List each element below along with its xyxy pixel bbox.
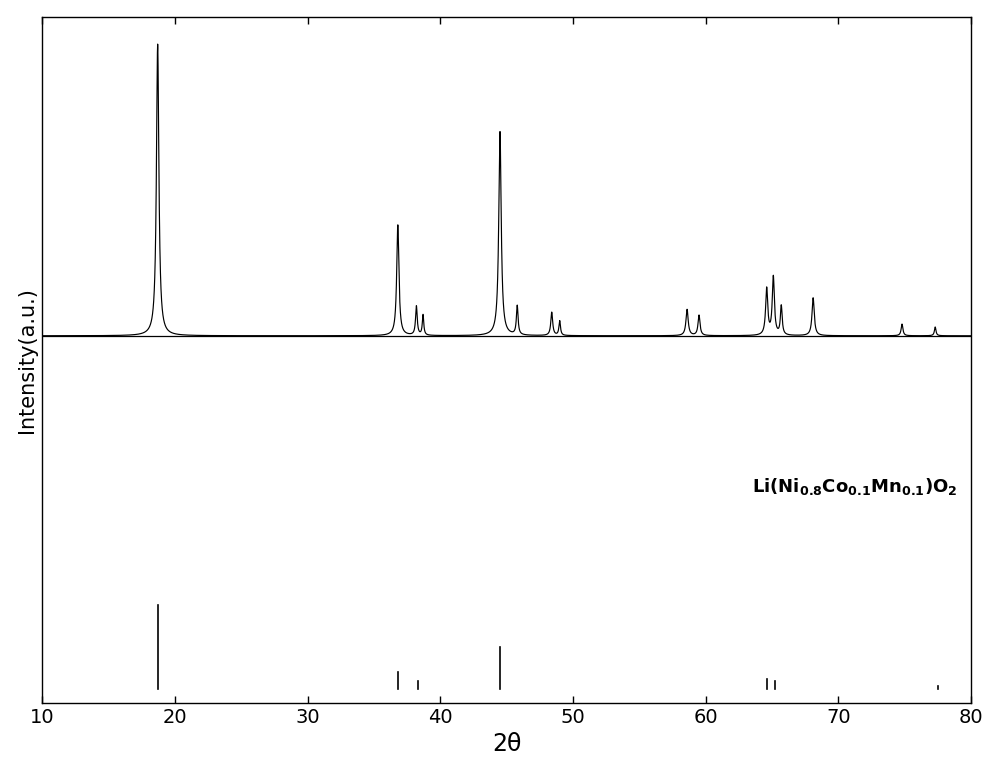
- Text: $\mathbf{Li(Ni_{0.8}Co_{0.1}Mn_{0.1})O_2}$: $\mathbf{Li(Ni_{0.8}Co_{0.1}Mn_{0.1})O_2…: [752, 476, 958, 497]
- X-axis label: 2θ: 2θ: [492, 732, 521, 756]
- Y-axis label: Intensity(a.u.): Intensity(a.u.): [17, 287, 37, 433]
